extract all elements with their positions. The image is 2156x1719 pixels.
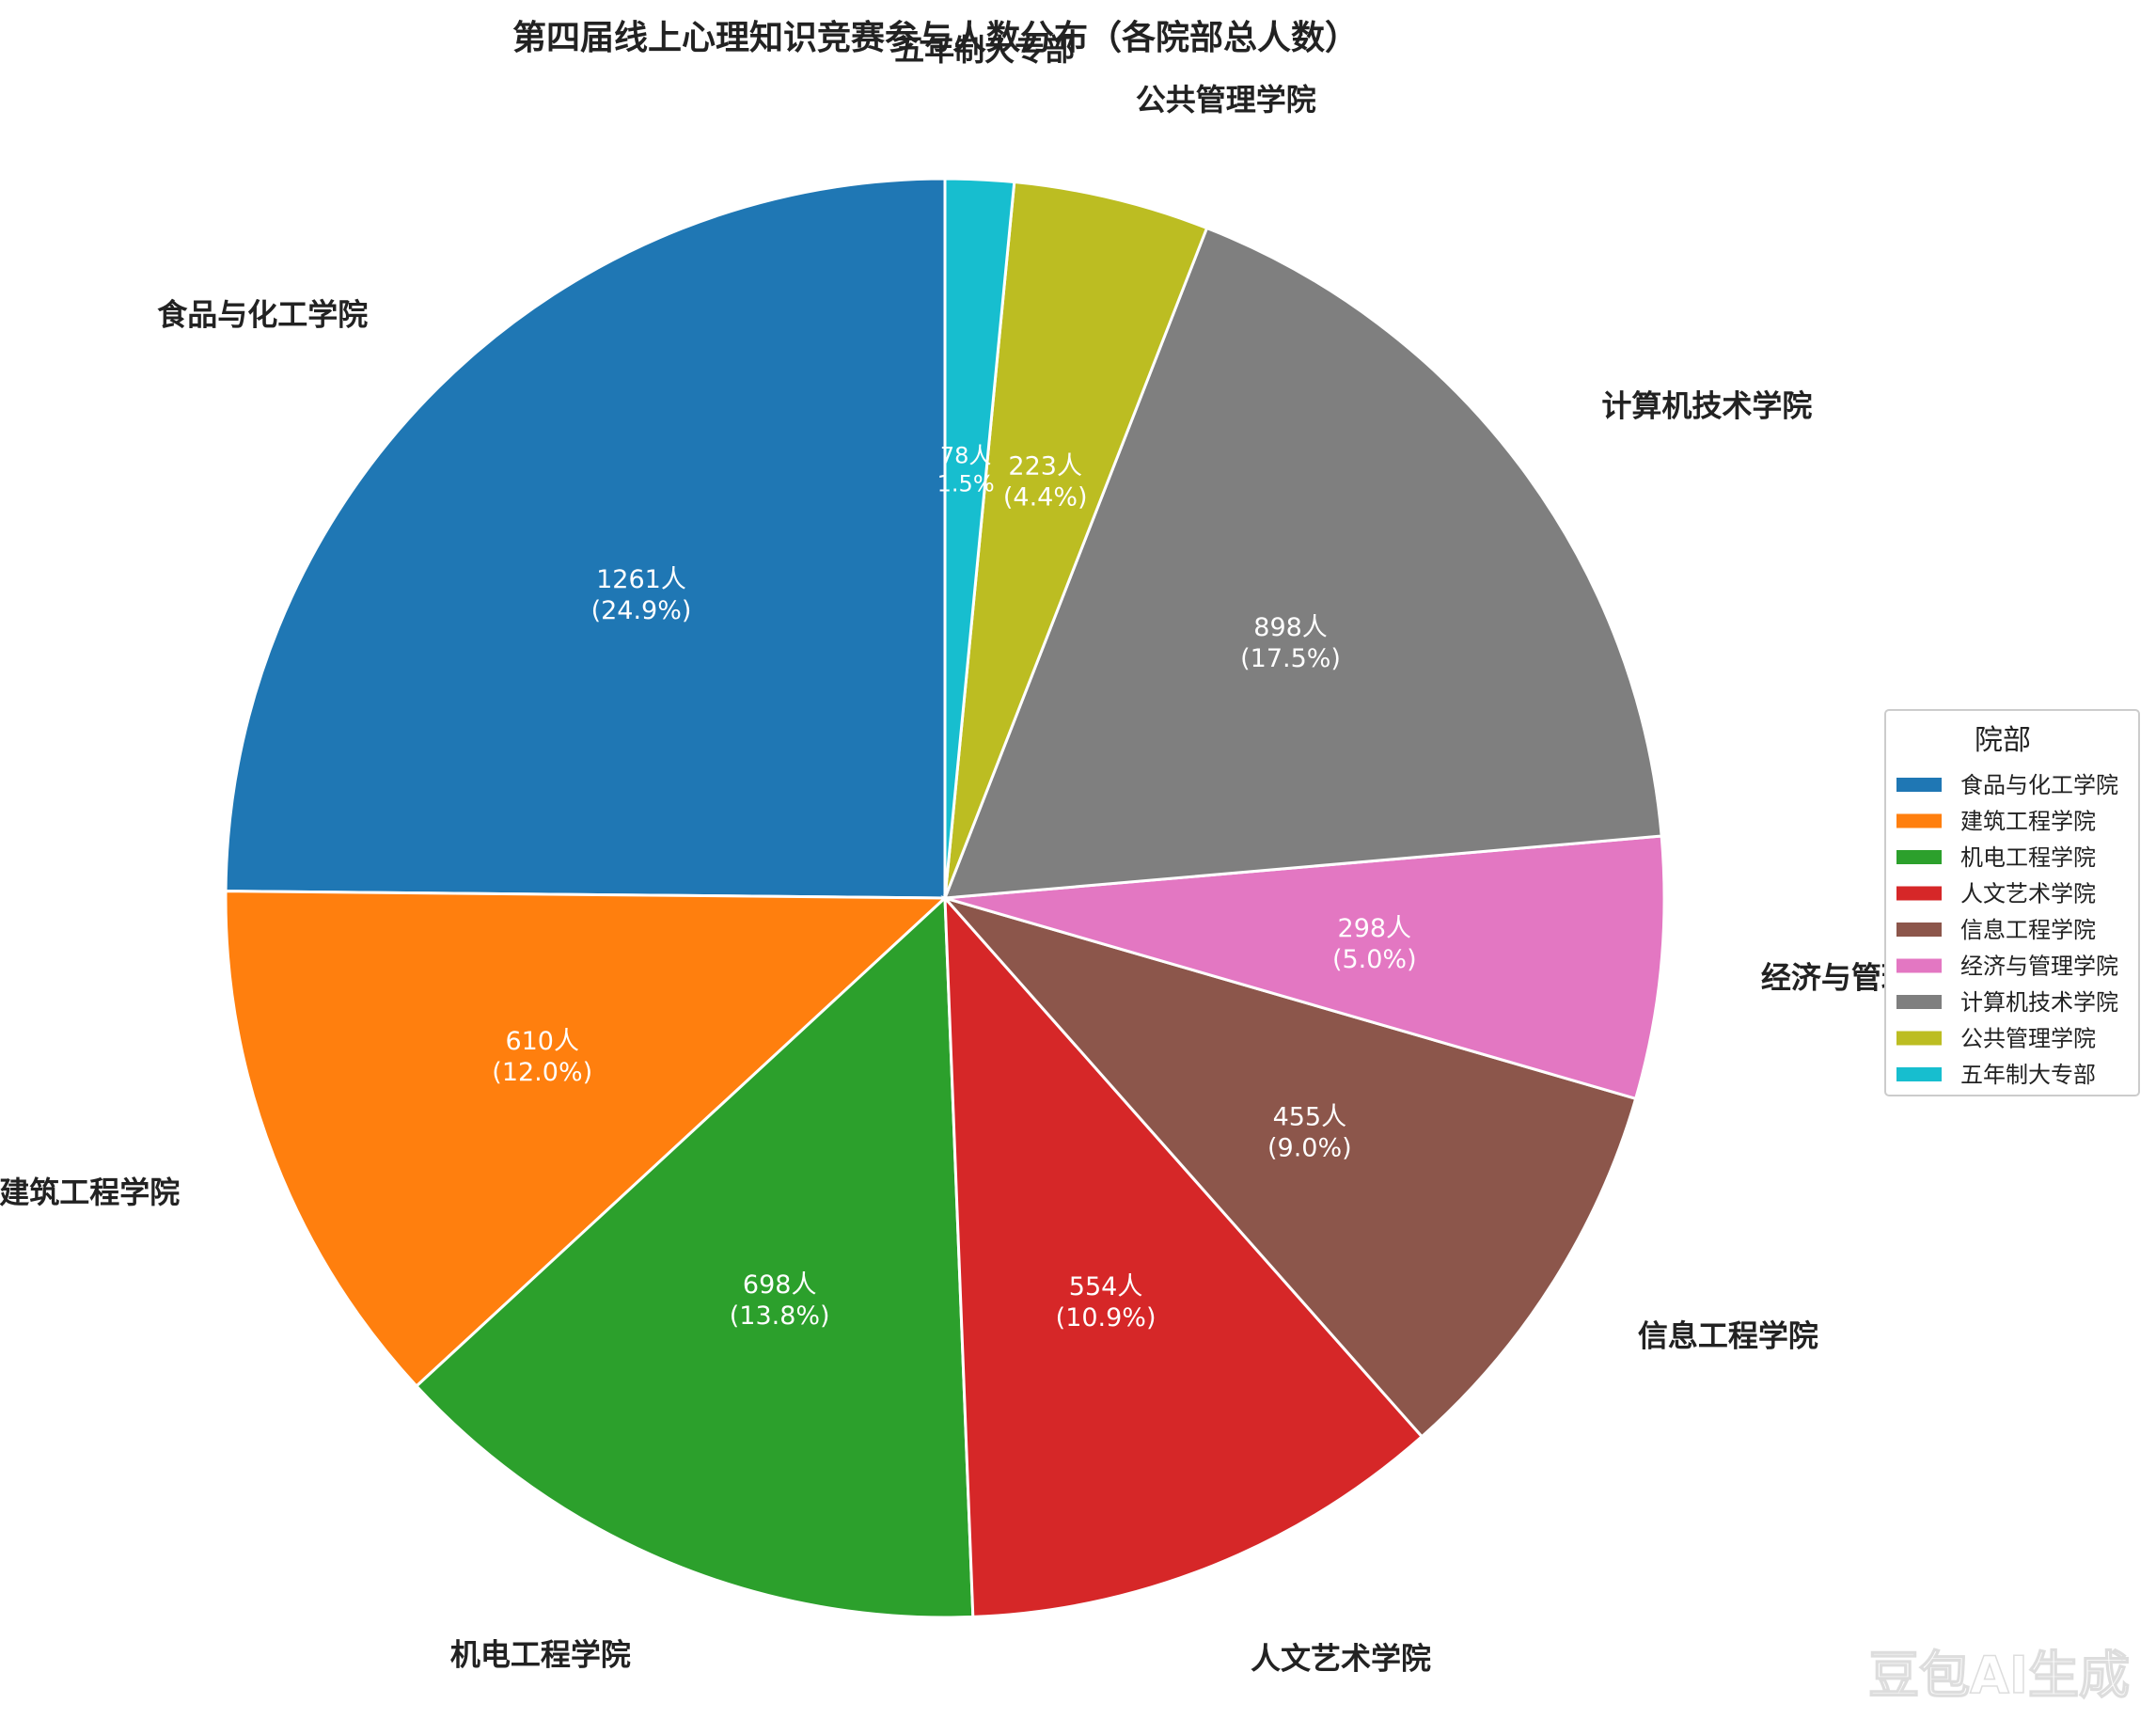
legend-label-7: 计算机技术学院: [1960, 989, 2118, 1016]
slice-1-value-label: 1261人: [596, 565, 686, 594]
slice-8-value-label: 223人: [1008, 452, 1082, 481]
legend-swatch-4: [1896, 886, 1942, 901]
legend-swatch-5: [1896, 923, 1942, 937]
legend-title: 院部: [1975, 724, 2031, 757]
slice-6-value-label: 298人: [1338, 914, 1412, 943]
legend-label-8: 公共管理学院: [1960, 1026, 2096, 1052]
slice-8-name-label: 公共管理学院: [1136, 82, 1316, 118]
slice-4-value-label: 554人: [1069, 1272, 1143, 1301]
legend-label-9: 五年制大专部: [1960, 1062, 2096, 1088]
slice-3-wedge: [414, 894, 975, 1619]
slice-5-wedge: [940, 895, 1638, 1439]
slice-3-value-label: 698人: [743, 1270, 817, 1300]
legend-swatch-8: [1896, 1031, 1942, 1046]
slice-3-name-label: 机电工程学院: [450, 1637, 631, 1673]
legend-label-4: 人文艺术学院: [1960, 881, 2096, 907]
legend-label-6: 经济与管理学院: [1960, 954, 2118, 980]
slice-6-wedge: [944, 834, 1666, 1101]
legend-box: [1884, 709, 2140, 1096]
pie-slices: [224, 177, 1666, 1619]
slice-1-name-label: 食品与化工学院: [157, 296, 368, 332]
slice-1-percent-label: (24.9%): [591, 596, 692, 625]
slice-6-percent-label: (5.0%): [1332, 945, 1417, 974]
slice-4-wedge: [943, 893, 1424, 1618]
slice-9-percent-label: 1.5%: [937, 471, 995, 497]
slice-4-percent-label: (10.9%): [1056, 1303, 1157, 1333]
legend-label-3: 机电工程学院: [1960, 844, 2096, 871]
legend: 院部食品与化工学院建筑工程学院机电工程学院人文艺术学院信息工程学院经济与管理学院…: [1884, 709, 2140, 1096]
legend-swatch-2: [1896, 813, 1942, 828]
slice-2-name-label: 建筑工程学院: [0, 1175, 180, 1210]
watermark: 豆包AI生成: [1868, 1646, 2130, 1705]
slice-2-value-label: 610人: [505, 1027, 579, 1056]
slice-5-name-label: 信息工程学院: [1638, 1317, 1818, 1353]
legend-swatch-6: [1896, 958, 1942, 973]
slice-7-percent-label: (17.5%): [1240, 644, 1341, 673]
legend-label-2: 建筑工程学院: [1960, 809, 2096, 835]
slice-1-wedge: [224, 177, 947, 900]
slice-2-wedge: [224, 890, 949, 1389]
slice-8-percent-label: (4.4%): [1003, 483, 1088, 513]
legend-swatch-9: [1896, 1067, 1942, 1081]
slice-2-percent-label: (12.0%): [492, 1058, 592, 1087]
slice-5-percent-label: (9.0%): [1267, 1133, 1352, 1162]
chart-title: 第四届线上心理知识竞赛参与人数分布（各院部总人数）: [512, 19, 1359, 57]
slice-7-wedge: [942, 226, 1663, 900]
slice-9-wedge: [943, 177, 1016, 899]
slice-8-wedge: [943, 180, 1209, 899]
slice-4-name-label: 人文艺术学院: [1251, 1640, 1431, 1676]
slice-3-percent-label: (13.8%): [730, 1301, 830, 1331]
slice-9-name-label: 五年制大专部: [894, 32, 1075, 68]
slice-9-value-label: 78人: [940, 443, 992, 469]
slice-value-labels: 1261人(24.9%)610人(12.0%)698人(13.8%)554人(1…: [492, 443, 1416, 1333]
slice-7-value-label: 898人: [1253, 613, 1328, 642]
legend-swatch-7: [1896, 995, 1942, 1009]
slice-5-value-label: 455人: [1273, 1102, 1347, 1131]
legend-swatch-1: [1896, 778, 1942, 792]
legend-label-1: 食品与化工学院: [1960, 772, 2118, 798]
legend-swatch-3: [1896, 850, 1942, 864]
legend-label-5: 信息工程学院: [1960, 917, 2096, 943]
slice-7-name-label: 计算机技术学院: [1601, 388, 1812, 424]
